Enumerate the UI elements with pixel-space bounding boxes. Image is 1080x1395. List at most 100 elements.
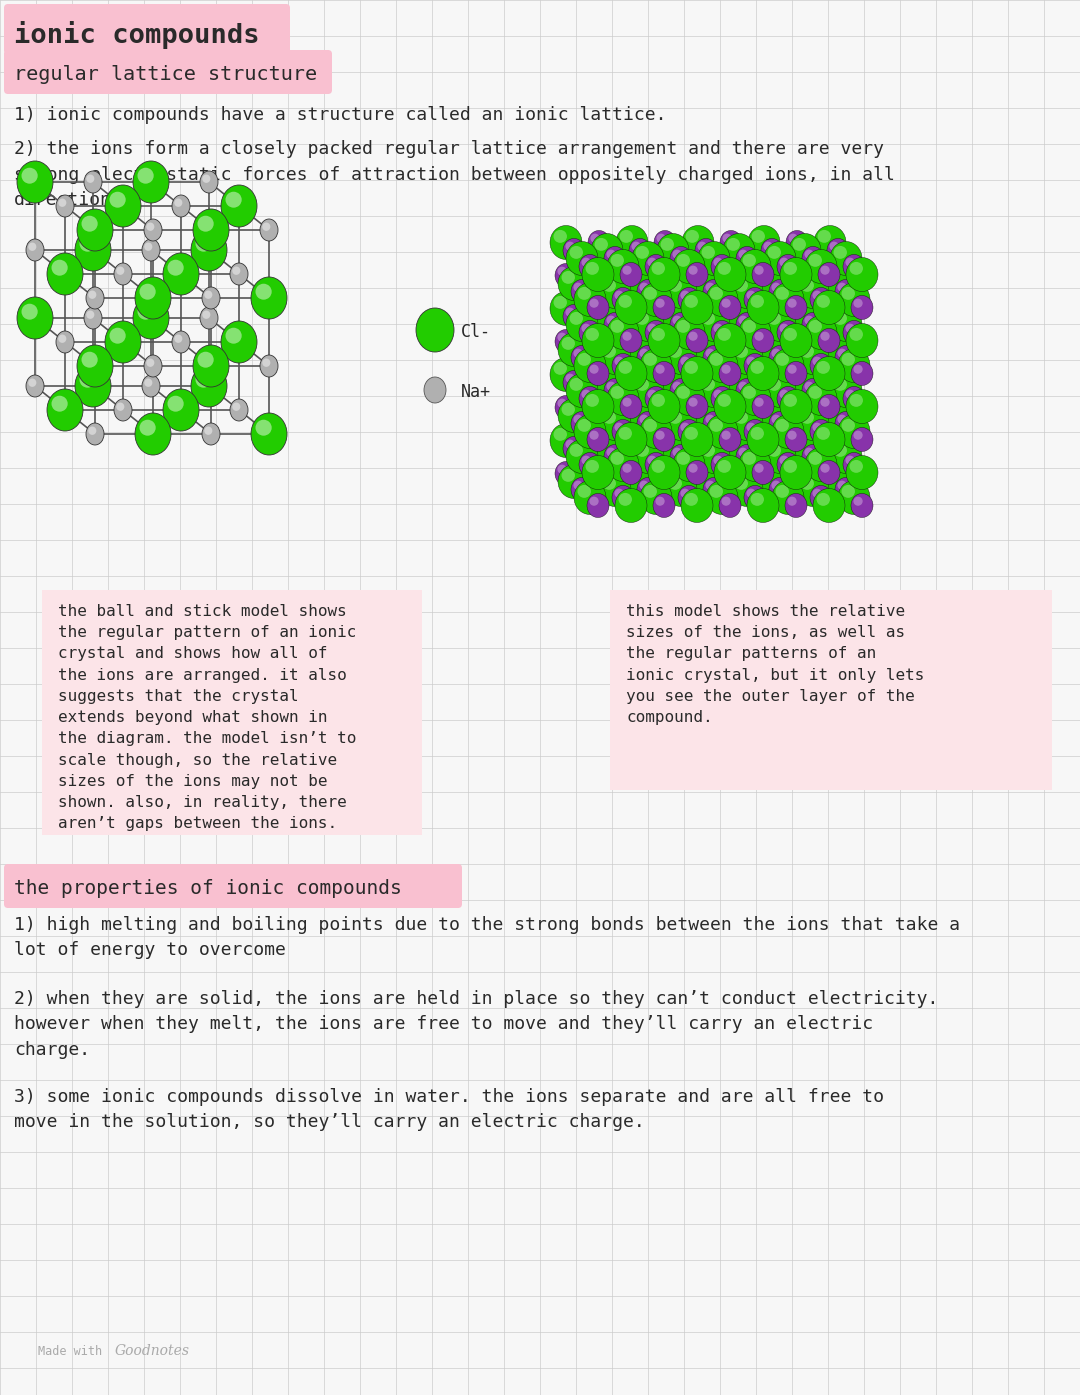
Ellipse shape xyxy=(752,361,765,375)
Ellipse shape xyxy=(771,481,781,490)
Ellipse shape xyxy=(260,354,278,377)
Ellipse shape xyxy=(841,287,855,300)
FancyBboxPatch shape xyxy=(4,50,332,93)
Ellipse shape xyxy=(802,247,824,271)
Ellipse shape xyxy=(610,452,624,465)
Ellipse shape xyxy=(566,241,598,275)
Ellipse shape xyxy=(735,247,758,271)
Ellipse shape xyxy=(598,406,608,416)
Ellipse shape xyxy=(673,448,705,481)
Ellipse shape xyxy=(607,448,616,456)
Ellipse shape xyxy=(705,481,715,490)
Ellipse shape xyxy=(822,332,831,342)
Ellipse shape xyxy=(818,428,831,441)
Ellipse shape xyxy=(637,477,659,501)
Ellipse shape xyxy=(558,266,590,300)
Ellipse shape xyxy=(813,290,845,325)
Ellipse shape xyxy=(781,325,813,359)
Ellipse shape xyxy=(591,300,623,333)
Ellipse shape xyxy=(554,361,567,375)
Ellipse shape xyxy=(717,460,731,473)
Ellipse shape xyxy=(755,332,764,340)
Ellipse shape xyxy=(644,418,657,432)
Ellipse shape xyxy=(780,258,788,266)
Ellipse shape xyxy=(718,262,732,276)
Ellipse shape xyxy=(756,465,788,498)
Text: Na+: Na+ xyxy=(461,384,491,400)
Ellipse shape xyxy=(723,300,755,333)
Ellipse shape xyxy=(764,241,796,275)
Ellipse shape xyxy=(784,262,798,276)
Ellipse shape xyxy=(656,431,664,439)
Ellipse shape xyxy=(585,262,599,275)
Ellipse shape xyxy=(665,406,697,441)
Ellipse shape xyxy=(769,412,791,435)
Ellipse shape xyxy=(139,420,156,435)
Ellipse shape xyxy=(230,264,248,285)
Ellipse shape xyxy=(80,371,96,388)
Ellipse shape xyxy=(251,413,287,455)
Ellipse shape xyxy=(819,329,841,353)
Ellipse shape xyxy=(818,395,840,418)
Ellipse shape xyxy=(846,258,854,266)
Ellipse shape xyxy=(831,307,862,342)
Ellipse shape xyxy=(739,250,771,283)
Ellipse shape xyxy=(619,361,632,374)
Ellipse shape xyxy=(622,332,632,340)
Ellipse shape xyxy=(702,378,715,391)
Ellipse shape xyxy=(251,278,287,319)
Ellipse shape xyxy=(221,321,257,363)
Ellipse shape xyxy=(612,485,634,509)
Ellipse shape xyxy=(710,485,723,498)
Ellipse shape xyxy=(822,399,854,432)
Ellipse shape xyxy=(652,262,666,276)
Ellipse shape xyxy=(688,332,698,340)
Ellipse shape xyxy=(751,294,764,308)
Ellipse shape xyxy=(686,460,708,484)
Ellipse shape xyxy=(739,382,747,391)
Ellipse shape xyxy=(755,463,764,473)
Ellipse shape xyxy=(588,296,609,319)
Ellipse shape xyxy=(56,195,75,218)
Ellipse shape xyxy=(853,299,863,308)
Ellipse shape xyxy=(607,250,639,283)
Ellipse shape xyxy=(680,290,690,300)
Ellipse shape xyxy=(75,229,111,271)
Ellipse shape xyxy=(816,361,829,374)
FancyBboxPatch shape xyxy=(4,4,291,54)
Ellipse shape xyxy=(573,480,606,515)
Ellipse shape xyxy=(202,287,220,310)
Ellipse shape xyxy=(703,477,725,501)
Ellipse shape xyxy=(775,418,789,432)
Ellipse shape xyxy=(578,418,591,432)
Ellipse shape xyxy=(794,403,816,427)
Ellipse shape xyxy=(226,191,242,208)
Ellipse shape xyxy=(789,431,821,466)
Ellipse shape xyxy=(764,439,772,449)
Ellipse shape xyxy=(648,389,680,424)
Ellipse shape xyxy=(780,258,812,292)
Ellipse shape xyxy=(777,386,799,410)
Ellipse shape xyxy=(734,345,748,359)
Ellipse shape xyxy=(26,375,44,398)
Ellipse shape xyxy=(731,406,762,441)
Ellipse shape xyxy=(637,346,659,370)
Ellipse shape xyxy=(755,399,765,407)
Ellipse shape xyxy=(747,488,779,523)
Ellipse shape xyxy=(566,439,575,449)
Ellipse shape xyxy=(639,349,649,357)
Ellipse shape xyxy=(805,250,813,258)
Ellipse shape xyxy=(569,246,583,259)
Ellipse shape xyxy=(681,488,713,523)
Ellipse shape xyxy=(702,312,715,325)
Ellipse shape xyxy=(783,262,797,275)
Ellipse shape xyxy=(599,340,631,374)
Ellipse shape xyxy=(734,279,748,292)
Ellipse shape xyxy=(48,389,83,431)
Ellipse shape xyxy=(623,465,633,474)
Ellipse shape xyxy=(581,258,591,266)
Ellipse shape xyxy=(825,403,839,416)
Ellipse shape xyxy=(780,324,788,333)
Ellipse shape xyxy=(622,398,632,407)
Ellipse shape xyxy=(728,403,750,427)
